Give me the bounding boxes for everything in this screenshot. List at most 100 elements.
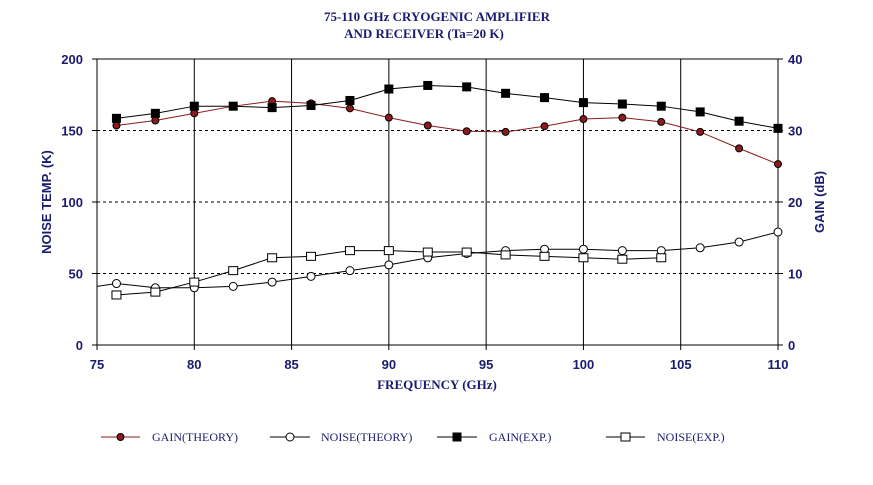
data-point: [578, 253, 589, 263]
data-point: [501, 127, 510, 136]
x-tick-label: 95: [479, 357, 493, 372]
data-point: [267, 253, 278, 263]
y-left-axis-ticks: 0 50 100 150 200: [61, 52, 97, 353]
data-point: [500, 250, 511, 260]
data-point: [345, 104, 354, 113]
y-right-tick-label: 20: [788, 195, 802, 210]
y-right-axis-label: GAIN (dB): [812, 171, 827, 233]
data-point: [617, 246, 627, 256]
data-point: [150, 287, 161, 297]
x-tick-label: 110: [768, 357, 789, 372]
data-point: [383, 246, 394, 256]
data-point: [462, 127, 471, 136]
series-noise-exp: [111, 246, 667, 300]
data-point: [228, 281, 238, 291]
chart-title-line2: AND RECEIVER (Ta=20 K): [344, 26, 504, 41]
x-tick-label: 80: [187, 357, 201, 372]
data-point: [734, 237, 744, 247]
data-point: [618, 113, 627, 122]
legend: GAIN(THEORY) NOISE(THEORY) GAIN(EXP.) NOISE…: [101, 430, 725, 444]
data-point: [657, 117, 666, 126]
data-point: [228, 266, 239, 276]
data-point: [344, 246, 355, 256]
legend-item: GAIN(THEORY): [101, 430, 238, 444]
data-point: [190, 109, 199, 118]
data-point: [345, 95, 355, 105]
y-left-axis-label: NOISE TEMP. (K): [39, 150, 54, 254]
data-point: [617, 254, 628, 264]
series-line: [116, 100, 779, 165]
data-point: [540, 93, 550, 103]
legend-item: NOISE(THEORY): [270, 430, 412, 444]
data-point: [773, 227, 783, 237]
data-point: [112, 121, 121, 130]
data-point: [695, 107, 705, 117]
legend-marker: [620, 432, 631, 442]
data-point: [579, 115, 588, 124]
data-point: [656, 253, 667, 263]
series-gain-exp: [111, 80, 783, 133]
data-point: [345, 266, 355, 276]
data-point: [151, 116, 160, 125]
y-right-axis-ticks: 0 10 20 30 40: [778, 52, 802, 353]
data-point: [111, 113, 121, 123]
data-point: [462, 82, 472, 92]
data-point: [423, 121, 432, 130]
data-point: [306, 100, 316, 110]
x-tick-label: 105: [670, 357, 692, 372]
data-point: [267, 103, 277, 113]
y-right-tick-label: 0: [788, 338, 795, 353]
y-left-tick-label: 200: [61, 52, 83, 67]
series-gain-theory: [112, 97, 782, 169]
data-point: [306, 271, 316, 281]
legend-marker: [452, 432, 462, 442]
x-tick-label: 90: [382, 357, 396, 372]
data-point: [735, 144, 744, 153]
data-point: [540, 122, 549, 131]
data-point: [111, 279, 121, 289]
data-point: [734, 116, 744, 126]
data-point: [384, 260, 394, 270]
chart-title-line1: 75-110 GHz CRYOGENIC AMPLIFIER: [324, 9, 551, 24]
y-left-tick-label: 0: [76, 338, 83, 353]
x-axis-ticks: 75 80 85 90 95 100 105 110: [90, 345, 789, 372]
legend-label: NOISE(THEORY): [321, 430, 412, 444]
data-point: [384, 113, 393, 122]
series-layer: [96, 80, 783, 300]
data-point: [696, 127, 705, 136]
data-point: [422, 247, 433, 257]
y-right-tick-label: 40: [788, 52, 802, 67]
grid: [97, 59, 778, 345]
x-tick-label: 75: [90, 357, 104, 372]
x-tick-label: 85: [284, 357, 298, 372]
data-point: [189, 101, 199, 111]
data-point: [267, 277, 277, 287]
data-point: [773, 123, 783, 133]
y-left-tick-label: 150: [61, 124, 83, 139]
y-right-tick-label: 30: [788, 124, 802, 139]
data-point: [578, 244, 588, 254]
data-point: [578, 98, 588, 108]
series-line: [116, 84, 779, 129]
legend-item: NOISE(EXP.): [606, 430, 725, 444]
data-point: [656, 101, 666, 111]
data-point: [423, 80, 433, 90]
y-right-tick-label: 10: [788, 267, 802, 282]
series-noise-theory: [96, 227, 783, 293]
data-point: [384, 84, 394, 94]
data-point: [228, 101, 238, 111]
legend-label: GAIN(THEORY): [152, 430, 238, 444]
data-point: [461, 247, 472, 257]
data-point: [306, 251, 317, 261]
legend-label: NOISE(EXP.): [657, 430, 725, 444]
data-point: [189, 277, 200, 287]
data-point: [539, 251, 550, 261]
legend-marker: [285, 432, 295, 442]
data-point: [111, 290, 122, 300]
legend-marker: [116, 433, 125, 441]
legend-label: GAIN(EXP.): [489, 430, 551, 444]
legend-item: GAIN(EXP.): [437, 430, 551, 444]
data-point: [150, 108, 160, 118]
y-left-tick-label: 100: [61, 195, 83, 210]
